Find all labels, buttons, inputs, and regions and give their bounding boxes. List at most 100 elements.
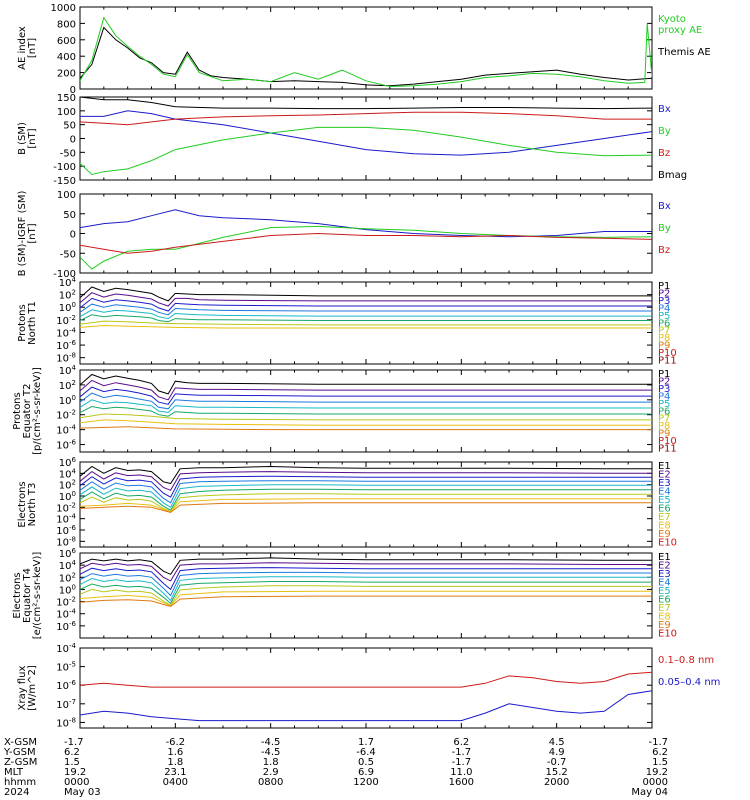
time-axis-value: -1.7 [64,737,84,748]
row-label: hhmm [4,777,36,788]
series-line-e8 [80,498,652,513]
y-tick-label: -50 [60,148,76,159]
legend-e3: E3 [658,569,671,580]
series-line-e7 [80,585,652,606]
time-axis-value: 0800 [258,777,283,788]
time-axis-value: 1200 [353,777,378,788]
series-line-e3 [80,475,652,498]
legend-p10: P10 [658,436,677,447]
y-axis-label: B (SM)-IGRF (SM)[nT] [17,191,38,277]
legend-p3: P3 [658,384,670,395]
series-line-e2 [80,562,652,582]
panel-3: -100 -50 0 50 100 B (SM)-IGRF (SM)[nT] Bx By Bz [17,190,671,280]
legend-e6: E6 [658,595,671,606]
y-axis-label: ElectronsNorth T3 [17,481,38,527]
y-tick-label: 102 [59,571,76,584]
time-axis-value: 11.0 [450,767,472,778]
panel-8: 10-4 10-5 10-6 10-7 10-8 Xray flux[W/m^2] 0.1–… [17,642,720,729]
y-tick-label: 10-4 [56,513,76,526]
panel-frame [79,6,653,90]
y-axis-label: AE index[nT] [17,26,38,70]
time-axis-value: 4.9 [549,747,565,758]
series-line-e9 [80,595,652,607]
time-axis-value: 0000 [643,777,668,788]
legend-p9: P9 [658,429,670,440]
y-tick-label: 10-8 [56,535,76,548]
legend-p8: P8 [658,333,670,344]
y-tick-label: 10-6 [56,620,76,633]
legend-0-1-0-8-nm: 0.1–0.8 nm [658,655,714,666]
time-axis-value: -1.7 [452,747,472,758]
series-line-p3 [80,297,652,312]
time-axis-value: May 03 [64,787,101,798]
time-axis-value: -4.5 [261,737,281,748]
series-line-kyoto-proxy-ae [80,16,652,88]
panel-1: 0 200 400 600 800 1000 AE index[nT] Kyoto proxy … [17,3,711,96]
series-line-p7 [80,320,652,326]
y-tick-label: 10-6 [56,679,76,692]
legend-e10: E10 [658,629,677,640]
legend-p5: P5 [658,399,670,410]
time-axis-value: 2000 [544,777,569,788]
series-line-by [80,225,652,270]
series-line-bz [80,232,652,254]
legend-p3: P3 [658,296,670,307]
series-line-0-1-0-8-nm [80,671,652,688]
series-line-e8 [80,590,652,607]
panel-frame [79,369,653,453]
y-tick-label: 10-4 [56,608,76,621]
series-line-by [80,126,652,176]
panel-frame [79,647,653,729]
series-line-e1 [80,465,652,485]
legend-themis-ae: Themis AE [657,47,711,58]
series-line-e4 [80,480,652,504]
y-tick-label: 10-6 [56,439,76,452]
panel-5: 104 102 100 10-2 10-4 10-6 ProtonsEquator T2[p… [12,364,677,455]
series-line-p5 [80,399,652,414]
legend-e7: E7 [658,603,671,614]
legend-bx: Bx [658,104,671,115]
legend-e5: E5 [658,495,671,506]
y-tick-label: 1000 [51,3,76,14]
y-tick-label: -100 [53,162,76,173]
series-line-bx [80,209,652,238]
panel-2: -150 -100 -50 0 50 100 150 B (SM)[nT] Bx By Bz Bmag [17,93,687,187]
legend-p8: P8 [658,421,670,432]
legend-e9: E9 [658,529,671,540]
time-axis-value: 15.2 [546,767,568,778]
y-tick-label: 104 [59,364,77,377]
legend-e8: E8 [658,521,671,532]
legend-p6: P6 [658,318,670,329]
time-axis-value: -0.7 [547,757,567,768]
legend-p5: P5 [658,311,670,322]
time-axis-value: -6.4 [356,747,376,758]
row-label: X-GSM [4,737,37,748]
legend-by: By [658,223,671,234]
legend-p4: P4 [658,303,670,314]
y-tick-label: -150 [53,176,76,187]
row-label: 2024 [4,787,29,798]
row-label: Z-GSM [4,757,37,768]
y-tick-label: 102 [59,289,76,302]
y-tick-label: 104 [59,559,77,572]
y-tick-label: 100 [59,394,76,407]
legend-p1: P1 [658,281,670,292]
series-line-e6 [80,581,652,605]
series-line-p8 [80,419,652,426]
series-line-e9 [80,502,652,513]
legend-p2: P2 [658,376,670,387]
row-label: Y-GSM [3,747,36,758]
time-axis-value: 1.7 [358,737,374,748]
legend-by: By [658,126,671,137]
panel-frame [79,193,653,274]
series-line-p4 [80,392,652,410]
time-axis-value: 1.8 [263,757,279,768]
series-line-themis-ae [80,26,652,87]
time-axis-value: 2.9 [263,767,279,778]
y-tick-label: 400 [57,52,76,63]
legend-p7: P7 [658,414,670,425]
row-label: MLT [4,767,24,778]
legend-p11: P11 [658,356,677,367]
series-line-bx [80,110,652,156]
